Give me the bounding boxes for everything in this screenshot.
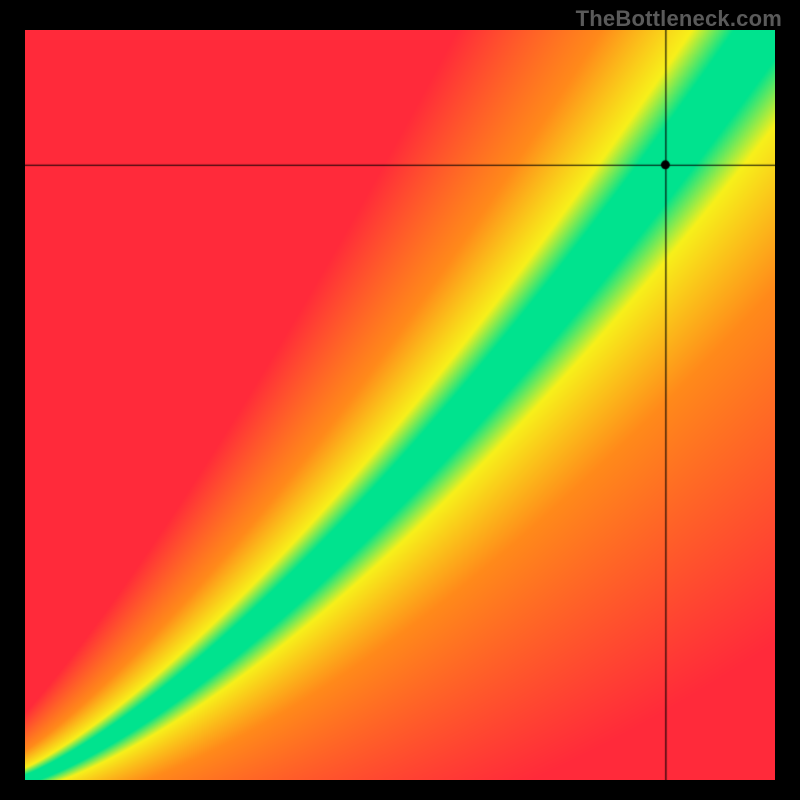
bottleneck-heatmap bbox=[25, 30, 775, 780]
chart-container: { "watermark": "TheBottleneck.com", "cha… bbox=[0, 0, 800, 800]
watermark-text: TheBottleneck.com bbox=[576, 6, 782, 32]
